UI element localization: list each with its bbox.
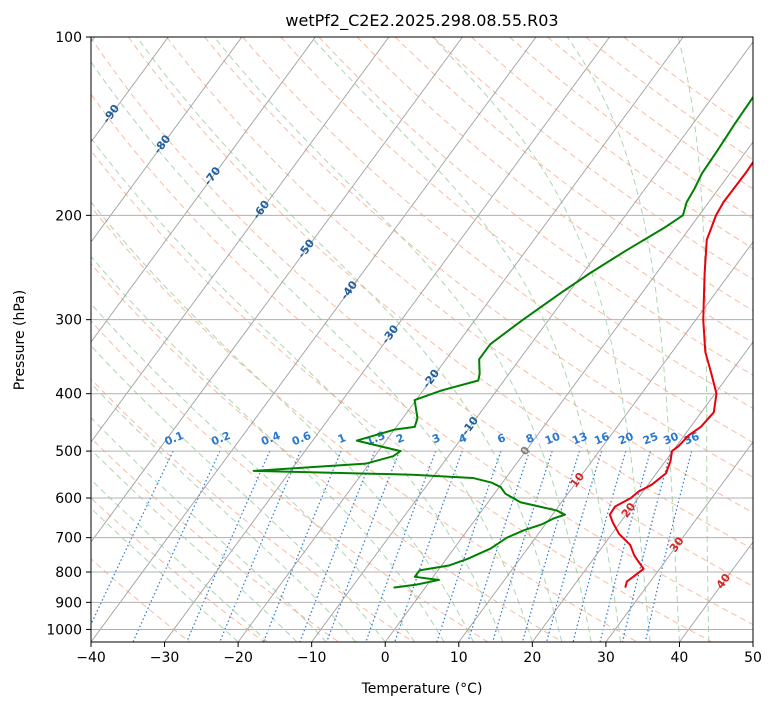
moist-adiabat-line: [310, 37, 622, 642]
dry-adiabat-line: [91, 149, 713, 642]
isotherm-line: [458, 241, 753, 642]
mixing-ratio-line: [644, 450, 693, 642]
mixing-ratio-line: [436, 450, 502, 642]
dry-adiabat-line: [204, 37, 753, 478]
moist-adiabat-line: [91, 382, 357, 642]
mixing-ratio-line: [599, 450, 652, 642]
x-tick-label: 10: [450, 650, 468, 666]
y-tick-label: 300: [55, 313, 82, 329]
isotherm-line: [91, 37, 316, 343]
profiles: [252, 95, 753, 589]
y-tick-label: 100: [55, 30, 82, 46]
dry-adiabat-line: [318, 37, 753, 376]
isotherms: [91, 37, 753, 642]
moist-adiabat-line: [136, 37, 563, 642]
isotherm-line: [91, 37, 169, 143]
y-tick-label: 700: [55, 531, 82, 547]
y-tick-label: 400: [55, 387, 82, 403]
moist-adiabat-line: [431, 37, 651, 642]
isotherm-line: [91, 37, 390, 443]
dry-adiabat-line: [91, 206, 638, 642]
isotherm-line: [384, 141, 753, 642]
isotherm-line: [91, 37, 463, 543]
mixing-ratio-line: [91, 450, 174, 626]
x-tick-label: −40: [76, 650, 106, 666]
x-tick-label: 20: [523, 650, 541, 666]
mixing-ratio-line: [521, 450, 581, 642]
dry-adiabat-line: [91, 497, 265, 642]
mixing-ratio-label: 36: [682, 430, 701, 448]
mixing-ratio-label: 20: [616, 430, 635, 448]
isotherm-line: [605, 441, 753, 642]
y-tick-label: 900: [55, 595, 82, 611]
isotherm-line: [91, 37, 243, 243]
moist-adiabat-line: [91, 303, 416, 642]
axes: −40 −30 −20 −10 0 10 20 30 40 50 100 200 300 400 500 60…: [46, 30, 762, 666]
dry-adiabat-line: [547, 37, 753, 190]
chart-title: wetPf2_C2E2.2025.298.08.55.R03: [285, 11, 558, 31]
mixing-ratio-label: 3: [430, 431, 442, 446]
mixing-ratio-label: 30: [661, 430, 680, 448]
mixing-ratio-line: [492, 450, 553, 642]
isotherm-line: [237, 37, 684, 642]
dry-adiabat-line: [91, 263, 563, 642]
y-tick-label: 600: [55, 491, 82, 507]
mixing-ratio-lines: [91, 450, 693, 642]
y-tick-label: 800: [55, 565, 82, 581]
moist-adiabat-line: [91, 448, 298, 642]
moist-adiabat-line: [91, 478, 268, 642]
mixing-ratio-label: 1: [336, 431, 348, 446]
moist-adiabat-line: [91, 137, 504, 642]
mixing-ratio-label: 16: [592, 430, 611, 448]
moist-adiabat-line: [91, 201, 474, 642]
x-tick-label: −30: [150, 650, 180, 666]
dry-adiabat-line: [91, 93, 753, 626]
dry-adiabat-line: [280, 37, 753, 410]
moist-adiabat-line: [91, 507, 239, 642]
mixing-ratio-label: 25: [641, 430, 660, 448]
mixing-ratio-line: [394, 450, 463, 642]
isotherm-line: [164, 37, 610, 642]
isotherm-line: [531, 341, 753, 642]
x-tick-label: 50: [744, 650, 762, 666]
x-tick-label: 40: [671, 650, 689, 666]
moist-adiabat-line: [91, 417, 327, 642]
x-tick-label: −20: [223, 650, 253, 666]
mixing-ratio-label: 10: [543, 430, 562, 448]
moist-adiabat-line: [91, 255, 445, 642]
dry-adiabat-line: [166, 37, 753, 514]
mixing-ratio-label: 2: [394, 431, 406, 446]
isotherm-line: [91, 37, 537, 642]
y-axis-label: Pressure (hPa): [12, 290, 28, 390]
dry-adiabat-line: [394, 37, 753, 312]
isobars: [91, 37, 753, 630]
mixing-ratio-line: [546, 450, 603, 642]
temperature-profile-line: [608, 160, 753, 588]
dry-adiabat-line: [242, 37, 753, 444]
x-tick-label: 0: [381, 650, 390, 666]
x-tick-label: 30: [597, 650, 615, 666]
mixing-ratio-line: [572, 450, 627, 642]
isotherm-line: [311, 41, 753, 642]
x-tick-label: −10: [297, 650, 327, 666]
x-axis-label: Temperature (°C): [361, 681, 483, 697]
moist-adiabat-line: [91, 61, 533, 642]
mixing-ratio-line: [186, 450, 271, 642]
y-tick-label: 500: [55, 444, 82, 460]
mixing-ratio-line: [132, 450, 221, 642]
dry-adiabat-line: [509, 37, 753, 220]
y-tick-label: 1000: [46, 622, 82, 638]
dry-adiabat-line: [432, 37, 753, 281]
dry-adiabat-line: [356, 37, 753, 344]
mixing-ratio-label: 13: [570, 430, 589, 448]
mixing-ratio-label: 8: [524, 431, 536, 446]
mixing-ratio-line: [219, 450, 302, 642]
plot-frame: [90, 36, 754, 643]
dewpoint-profile-line: [252, 95, 753, 589]
y-tick-label: 200: [55, 208, 82, 224]
moist-adiabat-line: [213, 37, 592, 642]
mixing-ratio-line: [621, 450, 672, 642]
mixing-ratio-line: [467, 450, 531, 642]
